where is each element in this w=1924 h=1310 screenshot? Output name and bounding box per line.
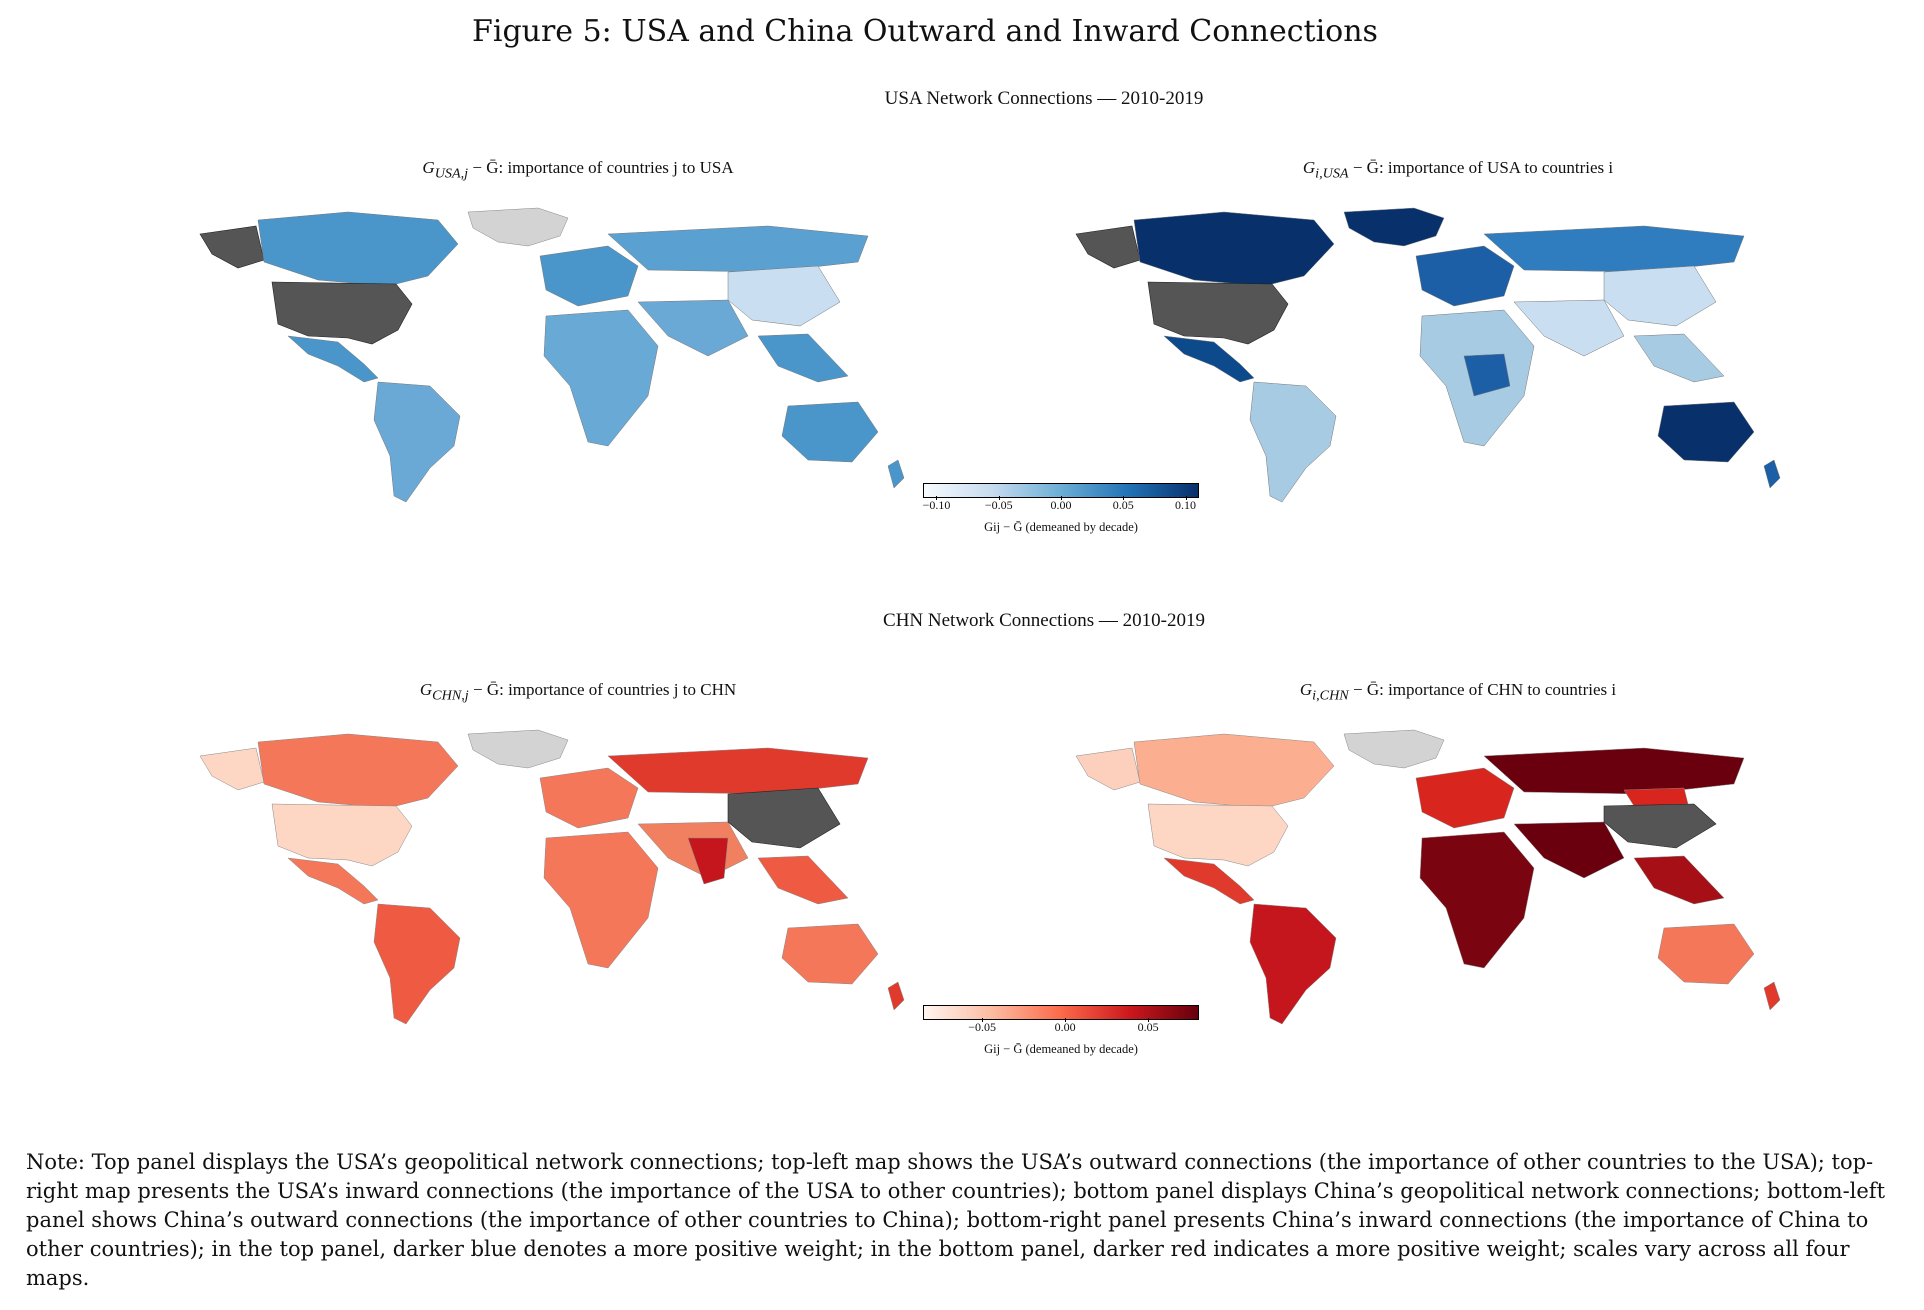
usa-inward-map-title: Gi,USA − Ḡ: importance of USA to countri…: [1302, 158, 1614, 182]
chn-inward-map-svg: [1075, 729, 1781, 1025]
new-zealand: [887, 981, 905, 1011]
usa: [271, 803, 413, 867]
usa-inward-map-svg: [1075, 207, 1781, 503]
australia: [781, 923, 879, 985]
usa-colorbar-tickmark: [1123, 496, 1125, 500]
southeast-asia: [757, 855, 849, 905]
chn-colorbar-tick-label: −0.05: [968, 1020, 996, 1034]
new-zealand: [1763, 981, 1781, 1011]
chn-colorbar: −0.05 0.00 0.05 Gij − Ḡ (demeaned by decad…: [923, 1005, 1203, 1081]
new-zealand: [887, 459, 905, 489]
usa: [1147, 803, 1289, 867]
mongolia: [1623, 787, 1689, 807]
chn-colorbar-tickmark: [1065, 1018, 1067, 1022]
australia: [1657, 923, 1755, 985]
chn-inward-map: [1044, 728, 1914, 1028]
chn-inward-map-title: Gi,CHN − Ḡ: importance of CHN to countri…: [1299, 680, 1617, 704]
india: [687, 837, 729, 885]
alaska: [199, 225, 265, 269]
canada: [1133, 733, 1335, 809]
africa: [1419, 831, 1535, 969]
canada: [257, 211, 459, 287]
middle-east-south-asia: [1513, 299, 1625, 357]
usa-inward-map: [1044, 206, 1914, 506]
alaska: [199, 747, 265, 791]
central-africa: [1463, 353, 1511, 397]
usa-colorbar-tickmark: [998, 496, 1000, 500]
southeast-asia: [757, 333, 849, 383]
south-america: [1249, 903, 1337, 1025]
china: [727, 265, 841, 327]
chn-colorbar-tickmark: [982, 1018, 984, 1022]
china: [1603, 803, 1717, 849]
chn-panel-title: CHN Network Connections — 2010-2019: [883, 610, 1205, 631]
figure-note: Note: Top panel displays the USA’s geopo…: [26, 1150, 1886, 1290]
usa: [1147, 281, 1289, 345]
europe: [539, 245, 639, 307]
greenland: [1343, 207, 1445, 247]
chn-colorbar-tick-label: 0.05: [1137, 1020, 1159, 1034]
africa: [543, 309, 659, 447]
mexico-central-america: [1163, 857, 1255, 905]
chn-colorbar-label: Gij − Ḡ (demeaned by decade): [984, 1042, 1138, 1056]
usa-outward-map: [168, 206, 1038, 506]
south-america: [373, 381, 461, 503]
middle-east-south-asia: [637, 299, 749, 357]
greenland: [467, 207, 569, 247]
usa-colorbar-tick-label: −0.05: [984, 498, 1013, 512]
greenland: [1343, 729, 1445, 769]
russia: [1483, 747, 1745, 795]
europe: [539, 767, 639, 829]
mexico-central-america: [287, 857, 379, 905]
chn-colorbar-tick-label: 0.00: [1054, 1020, 1076, 1034]
canada: [257, 733, 459, 809]
usa-colorbar-tickmark: [1185, 496, 1187, 500]
alaska: [1075, 225, 1141, 269]
usa-colorbar-tick-label: 0.05: [1112, 498, 1134, 512]
usa-colorbar-tickmark: [936, 496, 938, 500]
southeast-asia: [1633, 855, 1725, 905]
chn-colorbar-tickmark: [1148, 1018, 1150, 1022]
canada: [1133, 211, 1335, 287]
usa-outward-map-svg: [199, 207, 905, 503]
usa-colorbar-label: Gij − Ḡ (demeaned by decade): [984, 520, 1138, 534]
europe: [1415, 767, 1515, 829]
usa: [271, 281, 413, 345]
usa-colorbar-tick-label: −0.10: [922, 498, 951, 512]
usa-colorbar-tick-label: 0.10: [1175, 498, 1197, 512]
chn-outward-map: [168, 728, 1038, 1028]
chn-outward-map-svg: [199, 729, 905, 1025]
africa: [543, 831, 659, 969]
mexico-central-america: [1163, 335, 1255, 383]
middle-east-south-asia: [1513, 821, 1625, 879]
russia: [1483, 225, 1745, 273]
australia: [1657, 401, 1755, 463]
usa-colorbar-tickmark: [1061, 496, 1062, 500]
usa-colorbar-tick-label: 0.00: [1050, 498, 1072, 512]
china: [1603, 265, 1717, 327]
australia: [781, 401, 879, 463]
alaska: [1075, 747, 1141, 791]
south-america: [1249, 381, 1337, 503]
china: [727, 787, 841, 849]
chn-colorbar-gradient: [923, 1005, 1199, 1020]
southeast-asia: [1633, 333, 1725, 383]
greenland: [467, 729, 569, 769]
usa-outward-map-title: GUSA,j − Ḡ: importance of countries j to…: [422, 158, 734, 182]
figure-title: Figure 5: USA and China Outward and Inwa…: [472, 14, 1378, 49]
usa-colorbar: −0.10 −0.05 0.00 0.05 0.10 Gij − Ḡ (demeaned…: [923, 483, 1203, 559]
chn-panel: CHN Network Connections — 2010-2019 GCHN…: [168, 610, 1920, 1090]
europe: [1415, 245, 1515, 307]
russia: [607, 225, 869, 273]
usa-panel-title: USA Network Connections — 2010-2019: [884, 88, 1204, 109]
south-america: [373, 903, 461, 1025]
new-zealand: [1763, 459, 1781, 489]
chn-outward-map-title: GCHN,j − Ḡ: importance of countries j to…: [419, 680, 737, 704]
russia: [607, 747, 869, 795]
mexico-central-america: [287, 335, 379, 383]
usa-panel: USA Network Connections — 2010-2019 GUSA…: [168, 88, 1920, 568]
